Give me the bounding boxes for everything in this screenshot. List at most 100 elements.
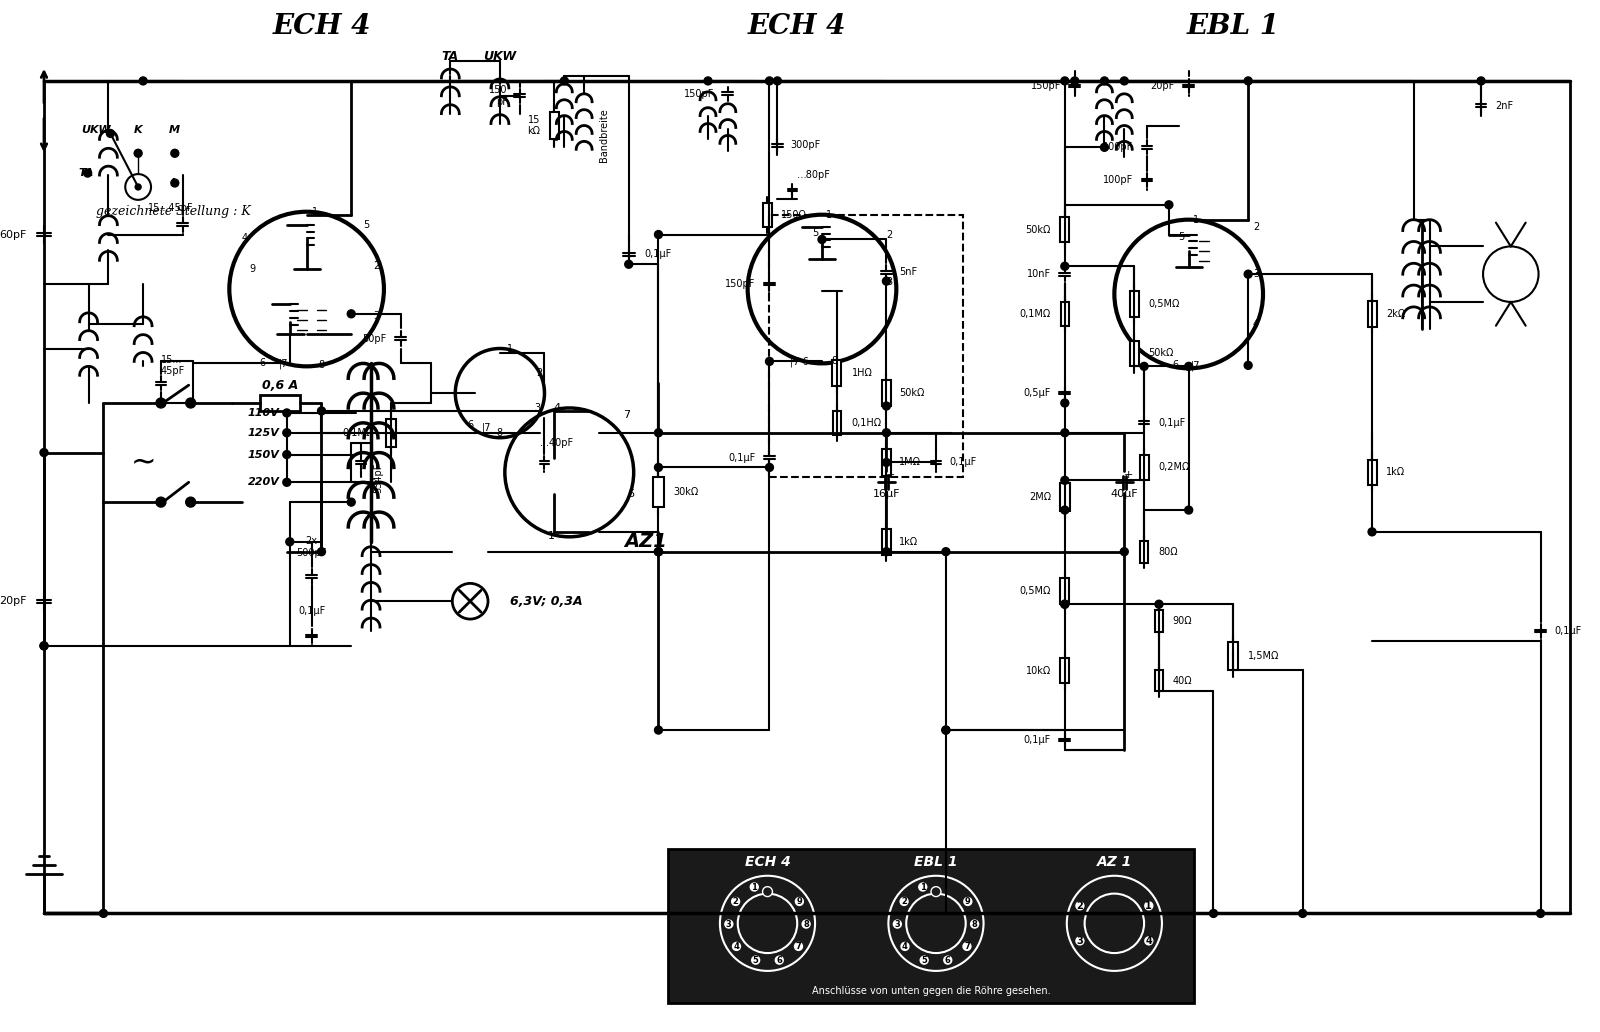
Circle shape (1184, 362, 1192, 370)
Circle shape (1101, 77, 1109, 85)
Circle shape (155, 398, 166, 408)
Circle shape (1075, 902, 1083, 910)
Circle shape (1146, 902, 1152, 910)
Circle shape (283, 409, 291, 417)
Text: 60pF: 60pF (0, 229, 26, 239)
Bar (763, 203, 771, 227)
Text: 4: 4 (902, 942, 907, 950)
Circle shape (186, 497, 195, 507)
Text: 40Ω: 40Ω (1173, 676, 1192, 685)
Text: 110V: 110V (248, 408, 280, 418)
Circle shape (171, 150, 179, 157)
Text: 150pF: 150pF (725, 279, 755, 289)
Text: gezeichnete Stellung : K: gezeichnete Stellung : K (96, 205, 250, 218)
Text: 150Ω: 150Ω (781, 209, 808, 220)
Text: M: M (170, 126, 181, 135)
Text: 1HΩ: 1HΩ (851, 368, 872, 379)
Text: 1kΩ: 1kΩ (899, 537, 918, 547)
Text: AZ1: AZ1 (624, 533, 667, 551)
Bar (549, 111, 560, 139)
Circle shape (942, 727, 950, 734)
Text: 0,1μF: 0,1μF (950, 457, 978, 467)
Text: 0,1HΩ: 0,1HΩ (851, 418, 882, 428)
Text: 0,1μF: 0,1μF (1024, 735, 1051, 745)
Circle shape (654, 230, 662, 238)
Circle shape (1120, 77, 1128, 85)
Bar (669, 849, 1194, 1003)
Text: 4: 4 (554, 402, 562, 413)
Circle shape (942, 909, 950, 917)
Text: L: L (171, 178, 178, 188)
Circle shape (1368, 528, 1376, 536)
Circle shape (1101, 143, 1109, 152)
Text: 6,3V; 0,3A: 6,3V; 0,3A (510, 594, 582, 608)
Text: 150
pF: 150 pF (490, 85, 507, 106)
Text: |7: |7 (482, 422, 491, 433)
Text: 8: 8 (803, 920, 810, 929)
Circle shape (347, 498, 355, 506)
Bar (1130, 341, 1139, 366)
Circle shape (317, 407, 325, 415)
Text: 2: 2 (373, 261, 379, 271)
Circle shape (624, 260, 632, 268)
Circle shape (1061, 399, 1069, 407)
Text: 1MΩ: 1MΩ (899, 457, 922, 467)
Bar (1368, 459, 1376, 485)
Text: TA: TA (78, 168, 94, 179)
Bar (1155, 670, 1163, 691)
Circle shape (883, 402, 890, 410)
Text: …80pF: …80pF (797, 170, 830, 180)
Text: Bandbreite: Bandbreite (598, 108, 610, 162)
Circle shape (725, 921, 733, 928)
Circle shape (763, 886, 773, 897)
Text: 20pF: 20pF (1150, 80, 1174, 91)
Text: 15...45pF: 15...45pF (149, 202, 194, 213)
Text: 10kΩ: 10kΩ (1026, 666, 1051, 676)
Text: 150pF: 150pF (683, 89, 714, 99)
Text: 7: 7 (622, 410, 630, 420)
Circle shape (283, 451, 291, 458)
Circle shape (1061, 77, 1069, 85)
Bar (1141, 541, 1147, 562)
Text: |7 6: |7 6 (790, 356, 808, 366)
Circle shape (776, 957, 784, 964)
Text: 8: 8 (971, 920, 978, 929)
Bar (1139, 454, 1149, 480)
Circle shape (1155, 601, 1163, 608)
Circle shape (347, 310, 355, 318)
Text: 10nF: 10nF (1027, 269, 1051, 280)
Text: 5: 5 (1179, 231, 1186, 241)
Text: 100pF: 100pF (1102, 142, 1133, 153)
Circle shape (186, 398, 195, 408)
Circle shape (931, 886, 941, 897)
Text: 8: 8 (832, 356, 838, 366)
Text: EBL 1: EBL 1 (1187, 13, 1280, 40)
Circle shape (893, 921, 901, 928)
Circle shape (1184, 506, 1192, 514)
Text: 3: 3 (726, 920, 731, 929)
Circle shape (1299, 909, 1307, 917)
Circle shape (283, 428, 291, 437)
Text: 1: 1 (507, 344, 514, 354)
Circle shape (1075, 937, 1083, 945)
Circle shape (920, 957, 928, 964)
Circle shape (1070, 77, 1078, 85)
Text: 3: 3 (534, 402, 541, 413)
Bar (882, 380, 891, 406)
Text: 8: 8 (498, 427, 502, 438)
Text: 9: 9 (797, 897, 802, 906)
Text: 0,1MΩ: 0,1MΩ (1019, 309, 1051, 319)
Text: 9: 9 (250, 264, 254, 275)
Circle shape (654, 727, 662, 734)
Text: 3: 3 (886, 278, 893, 287)
Circle shape (134, 184, 141, 190)
Text: 20pF: 20pF (0, 596, 26, 606)
Bar (832, 411, 842, 434)
Circle shape (883, 428, 890, 437)
Circle shape (963, 898, 971, 905)
Text: 2MΩ: 2MΩ (1029, 492, 1051, 503)
Text: 5: 5 (811, 227, 818, 237)
Circle shape (942, 727, 950, 734)
Circle shape (83, 169, 91, 178)
Text: 0,1μF: 0,1μF (1555, 626, 1582, 636)
